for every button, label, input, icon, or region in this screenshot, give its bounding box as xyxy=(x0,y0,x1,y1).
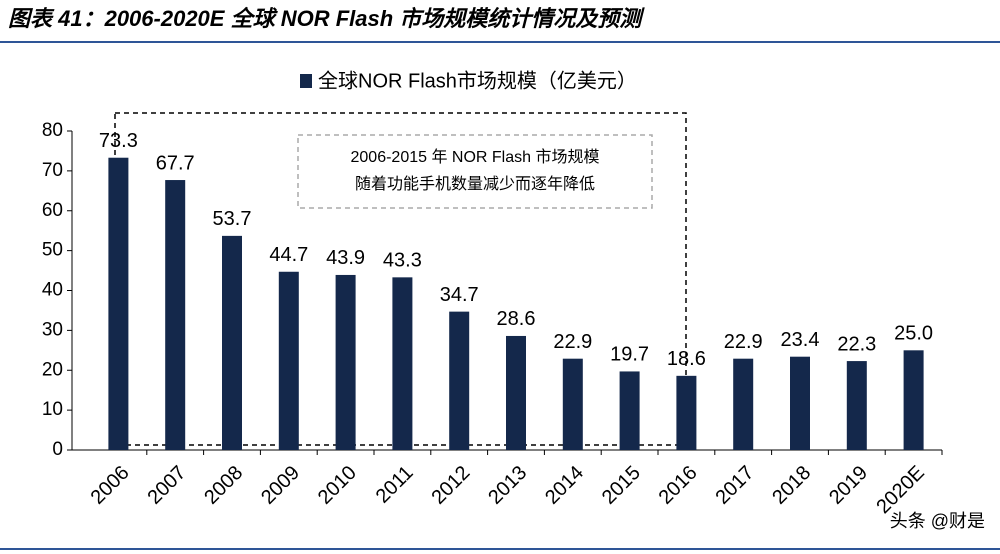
x-tick-label: 2013 xyxy=(484,462,531,509)
value-label: 34.7 xyxy=(440,284,479,306)
legend-swatch xyxy=(300,74,312,88)
bar xyxy=(733,358,754,450)
value-label: 22.9 xyxy=(553,331,592,353)
value-label: 43.9 xyxy=(326,247,365,269)
bar xyxy=(846,361,867,450)
value-label: 53.7 xyxy=(213,208,252,230)
annotation-box xyxy=(297,134,653,209)
bar xyxy=(222,235,242,450)
bar xyxy=(335,274,356,450)
value-label: 67.7 xyxy=(156,152,195,174)
watermark: 头条 @财是 xyxy=(890,511,985,531)
x-tick-label: 2017 xyxy=(711,462,758,509)
value-label: 28.6 xyxy=(497,308,536,330)
bar xyxy=(392,277,413,450)
y-tick-label: 20 xyxy=(42,359,63,380)
value-label: 22.9 xyxy=(724,331,763,353)
y-tick-label: 10 xyxy=(42,399,63,420)
annotation: 随着功能手机数量减少而逐年降低 xyxy=(355,175,595,193)
value-label: 43.3 xyxy=(383,250,422,272)
y-tick-label: 40 xyxy=(42,280,63,301)
x-tick-label: 2018 xyxy=(768,462,815,509)
value-label: 23.4 xyxy=(781,329,820,351)
y-tick-label: 50 xyxy=(42,240,63,261)
bar xyxy=(108,157,129,450)
x-tick-label: 2007 xyxy=(143,462,190,509)
annotation: 2006-2015 年 NOR Flash 市场规模 xyxy=(351,148,600,166)
bar xyxy=(449,311,470,450)
bar xyxy=(562,358,583,450)
x-tick-label: 2011 xyxy=(372,462,418,508)
bar xyxy=(619,371,640,450)
bar xyxy=(790,356,810,450)
legend-label: 全球NOR Flash市场规模（亿美元） xyxy=(318,69,637,92)
x-tick-label: 2008 xyxy=(200,462,247,509)
value-label: 19.7 xyxy=(610,344,649,366)
y-tick-label: 0 xyxy=(52,439,63,460)
value-label: 25.0 xyxy=(894,323,933,345)
x-tick-label: 2014 xyxy=(541,462,588,509)
x-tick-label: 2015 xyxy=(598,462,645,509)
x-tick-label: 2009 xyxy=(257,462,304,509)
y-tick-label: 30 xyxy=(42,319,63,340)
bar xyxy=(506,335,526,450)
value-label: 18.6 xyxy=(667,348,706,370)
x-tick-label: 2016 xyxy=(655,462,702,509)
x-tick-label: 2012 xyxy=(427,462,474,509)
value-label: 22.3 xyxy=(837,333,876,355)
x-tick-label: 2010 xyxy=(314,462,361,509)
y-tick-label: 70 xyxy=(42,160,63,181)
value-label: 73.3 xyxy=(99,130,138,152)
value-label: 44.7 xyxy=(269,244,308,266)
x-tick-label: 2006 xyxy=(87,462,134,509)
bar xyxy=(676,375,697,450)
bar xyxy=(165,180,186,450)
x-tick-label: 2020E xyxy=(872,462,928,518)
y-tick-label: 80 xyxy=(42,120,63,141)
bar xyxy=(278,271,299,450)
x-tick-label: 2019 xyxy=(825,462,872,509)
y-tick-label: 60 xyxy=(42,200,63,221)
bar xyxy=(903,350,924,450)
chart-title: 图表 41：2006-2020E 全球 NOR Flash 市场规模统计情况及预… xyxy=(8,6,645,31)
